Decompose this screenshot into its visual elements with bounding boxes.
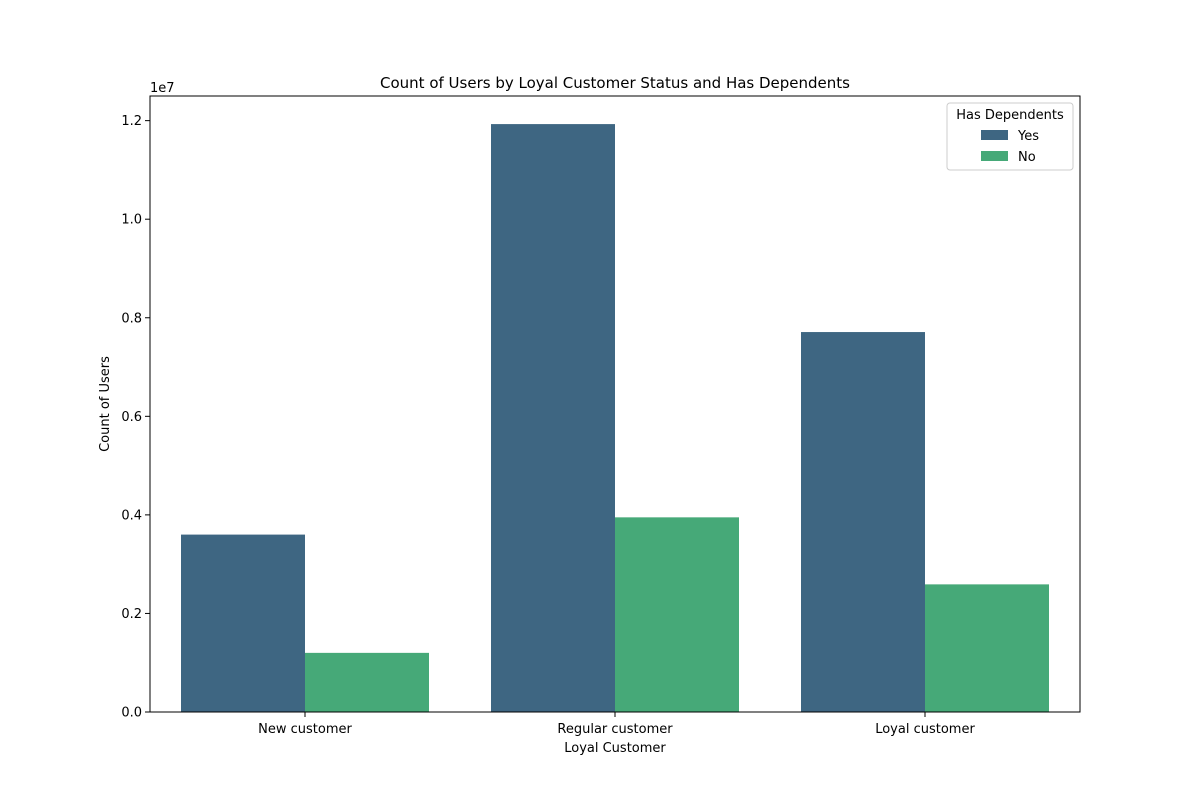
x-tick-label: Regular customer	[557, 722, 673, 737]
chart-title: Count of Users by Loyal Customer Status …	[380, 74, 850, 92]
x-tick-label: Loyal customer	[875, 722, 975, 737]
legend-box	[946, 102, 1074, 171]
x-tick-label: New customer	[258, 722, 352, 737]
bar-no-regular-customer	[615, 517, 739, 712]
y-tick-label: 0.8	[121, 311, 142, 326]
bar-yes-loyal-customer	[801, 332, 925, 712]
y-offset-label: 1e7	[150, 81, 175, 96]
x-axis-label: Loyal Customer	[564, 741, 666, 756]
bar-yes-new-customer	[181, 534, 305, 712]
bar-no-new-customer	[305, 652, 429, 712]
legend-swatch-yes	[981, 130, 1008, 140]
legend-label-yes: Yes	[1017, 129, 1039, 144]
y-axis: 0.0 0.2 0.4 0.6 0.8 1.0 1.2	[121, 114, 150, 721]
legend-items: Yes No	[981, 129, 1039, 165]
legend: Has Dependents Yes No	[946, 102, 1074, 171]
y-tick-label: 1.2	[121, 114, 142, 129]
bar-yes-regular-customer	[491, 124, 615, 712]
legend-title: Has Dependents	[956, 108, 1064, 123]
legend-label-no: No	[1018, 150, 1036, 165]
plot-frame	[149, 95, 1081, 713]
bar-no-loyal-customer	[925, 584, 1049, 712]
x-axis: New customer Regular customer Loyal custom…	[258, 712, 975, 737]
y-axis-label: Count of Users	[98, 356, 113, 452]
y-tick-label: 0.2	[121, 607, 142, 622]
y-tick-label: 1.0	[121, 213, 142, 228]
y-tick-label: 0.6	[121, 410, 142, 425]
y-tick-label: 0.4	[121, 508, 142, 523]
legend-swatch-no	[981, 151, 1008, 161]
y-tick-label: 0.0	[121, 706, 142, 721]
bars-group	[181, 124, 1049, 712]
